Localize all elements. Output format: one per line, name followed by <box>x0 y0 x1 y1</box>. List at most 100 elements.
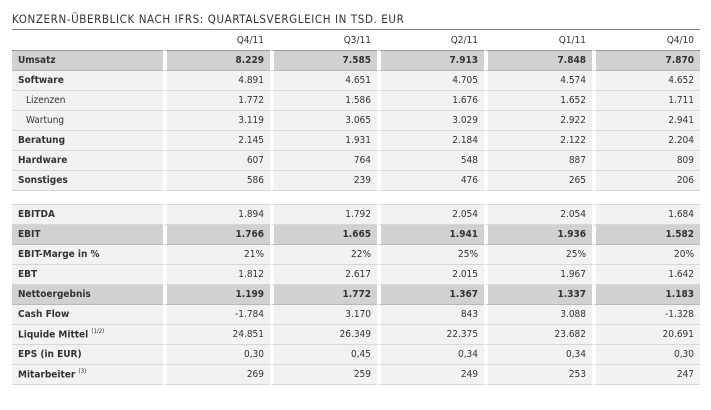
footnote-marker: (3) <box>78 368 87 376</box>
table-row: Cash Flow -1.784 3.170 843 3.088 -1.328 <box>12 305 700 325</box>
value-cell: 3.088 <box>484 305 592 325</box>
value-cell: 0,45 <box>270 345 377 365</box>
title-rule <box>12 29 700 30</box>
row-label: Sonstiges <box>18 175 68 186</box>
value-cell: 1.652 <box>484 91 592 111</box>
row-label-cell: EPS (in EUR) <box>12 345 163 365</box>
value-cell: -1.784 <box>163 305 270 325</box>
spacer-cell <box>484 191 592 205</box>
table-row: EBT 1.812 2.617 2.015 1.967 1.642 <box>12 265 700 285</box>
value-cell: 2.204 <box>592 131 700 151</box>
value-cell: 1.684 <box>592 205 700 225</box>
value-cell: 548 <box>377 151 484 171</box>
value-cell: 0,34 <box>377 345 484 365</box>
row-label-cell: Beratung <box>12 131 163 151</box>
value-cell: 3.170 <box>270 305 377 325</box>
table-body: Q4/11 Q3/11 Q2/11 Q1/11 Q4/10 Umsatz 8.22… <box>12 31 700 385</box>
value-cell: 20% <box>592 245 700 265</box>
value-cell: 1.711 <box>592 91 700 111</box>
row-label: Lizenzen <box>26 95 66 106</box>
value-cell: 2.054 <box>484 205 592 225</box>
value-cell: 22.375 <box>377 325 484 345</box>
row-label: EBIT-Marge in % <box>18 249 100 260</box>
row-label: EBIT <box>18 229 41 240</box>
row-label-cell: Nettoergebnis <box>12 285 163 305</box>
value-cell: 247 <box>592 365 700 385</box>
value-cell: 259 <box>270 365 377 385</box>
value-cell: 1.582 <box>592 225 700 245</box>
value-cell: 7.870 <box>592 51 700 71</box>
value-cell: 1.772 <box>270 285 377 305</box>
row-label-cell: EBIT-Marge in % <box>12 245 163 265</box>
table-row: EBIT-Marge in % 21% 22% 25% 25% 20% <box>12 245 700 265</box>
row-label: Wartung <box>26 115 65 126</box>
row-label: Nettoergebnis <box>18 289 91 300</box>
value-cell: 1.766 <box>163 225 270 245</box>
table-title: KONZERN-ÜBERBLICK NACH IFRS: QUARTALSVER… <box>12 12 405 26</box>
value-cell: 249 <box>377 365 484 385</box>
spacer-cell <box>270 191 377 205</box>
value-cell: 22% <box>270 245 377 265</box>
value-cell: 7.913 <box>377 51 484 71</box>
value-cell: 1.792 <box>270 205 377 225</box>
value-cell: 2.941 <box>592 111 700 131</box>
value-cell: 0,30 <box>163 345 270 365</box>
row-label-cell: Lizenzen <box>12 91 163 111</box>
row-label-cell: Cash Flow <box>12 305 163 325</box>
row-label: Mitarbeiter <box>18 369 76 381</box>
value-cell: 3.029 <box>377 111 484 131</box>
table-row: Liquide Mittel (1/2) 24.851 26.349 22.375 23… <box>12 325 700 345</box>
value-cell: 2.122 <box>484 131 592 151</box>
row-label: Liquide Mittel <box>18 329 89 341</box>
value-cell: 1.936 <box>484 225 592 245</box>
row-label-cell: Liquide Mittel (1/2) <box>12 325 163 345</box>
value-cell: 1.199 <box>163 285 270 305</box>
value-cell: 21% <box>163 245 270 265</box>
value-cell: 3.119 <box>163 111 270 131</box>
row-label: EBT <box>18 269 38 280</box>
table-row: Wartung 3.119 3.065 3.029 2.922 2.941 <box>12 111 700 131</box>
value-cell: 265 <box>484 171 592 191</box>
row-label-cell: EBITDA <box>12 205 163 225</box>
value-cell: 7.585 <box>270 51 377 71</box>
row-label: Hardware <box>18 155 68 166</box>
value-cell: 2.015 <box>377 265 484 285</box>
value-cell: 269 <box>163 365 270 385</box>
spacer-cell <box>163 191 270 205</box>
table-row: EPS (in EUR) 0,30 0,45 0,34 0,34 0,30 <box>12 345 700 365</box>
value-cell: 476 <box>377 171 484 191</box>
table-row: Nettoergebnis 1.199 1.772 1.367 1.337 1.183 <box>12 285 700 305</box>
value-cell: 2.145 <box>163 131 270 151</box>
row-label-cell: Hardware <box>12 151 163 171</box>
table-row: EBIT 1.766 1.665 1.941 1.936 1.582 <box>12 225 700 245</box>
row-label-cell: Software <box>12 71 163 91</box>
value-cell: 206 <box>592 171 700 191</box>
column-header: Q1/11 <box>484 31 592 51</box>
spacer-cell <box>377 191 484 205</box>
value-cell: 607 <box>163 151 270 171</box>
value-cell: 1.812 <box>163 265 270 285</box>
row-label: Software <box>18 75 64 86</box>
value-cell: 25% <box>377 245 484 265</box>
value-cell: 764 <box>270 151 377 171</box>
value-cell: 4.891 <box>163 71 270 91</box>
table-row: Lizenzen 1.772 1.586 1.676 1.652 1.711 <box>12 91 700 111</box>
quarterly-comparison-table: Q4/11 Q3/11 Q2/11 Q1/11 Q4/10 Umsatz 8.22… <box>12 31 700 385</box>
row-label: Beratung <box>18 135 66 146</box>
value-cell: 1.642 <box>592 265 700 285</box>
value-cell: 2.184 <box>377 131 484 151</box>
value-cell: 24.851 <box>163 325 270 345</box>
row-label-cell: EBT <box>12 265 163 285</box>
value-cell: 25% <box>484 245 592 265</box>
value-cell: 7.848 <box>484 51 592 71</box>
value-cell: 4.574 <box>484 71 592 91</box>
value-cell: 1.931 <box>270 131 377 151</box>
row-label-cell: Wartung <box>12 111 163 131</box>
row-label: EBITDA <box>18 209 55 220</box>
footnote-marker: (1/2) <box>91 328 105 336</box>
section-spacer <box>12 191 700 205</box>
header-row: Q4/11 Q3/11 Q2/11 Q1/11 Q4/10 <box>12 31 700 51</box>
value-cell: -1.328 <box>592 305 700 325</box>
value-cell: 586 <box>163 171 270 191</box>
value-cell: 1.894 <box>163 205 270 225</box>
